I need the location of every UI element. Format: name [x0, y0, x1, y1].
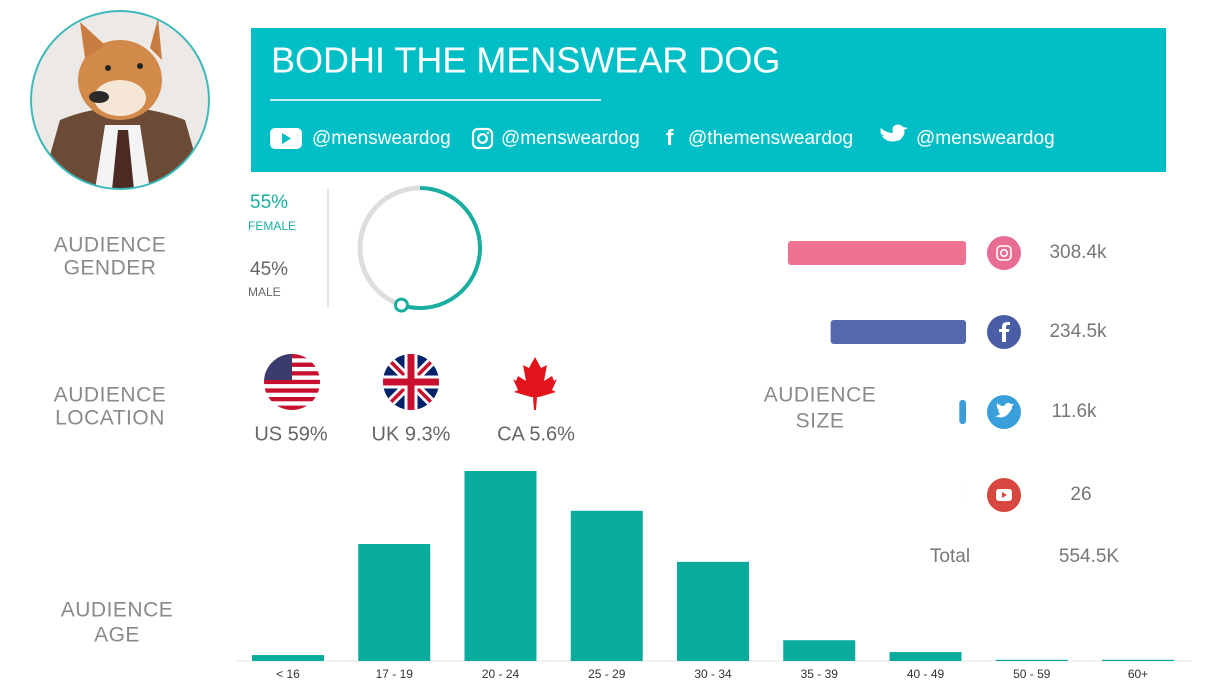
size-value: 234.5k	[1049, 321, 1107, 342]
age-bar	[889, 652, 962, 661]
section-label: AUDIENCE	[764, 384, 877, 407]
location-label: CA 5.6%	[497, 423, 575, 445]
instagram-icon	[471, 127, 494, 150]
size-bar	[830, 320, 966, 344]
section-label: AUDIENCE	[54, 384, 167, 407]
ca-maple-leaf	[513, 357, 557, 410]
section-label: AUDIENCE	[54, 234, 167, 257]
age-bar	[252, 655, 324, 661]
twitter-handle: @mensweardog	[916, 128, 1055, 149]
section-label: LOCATION	[55, 407, 165, 430]
platform-icon-bg	[987, 236, 1021, 270]
size-bar	[788, 241, 966, 265]
youtube-icon	[270, 128, 302, 149]
size-value: 11.6k	[1051, 401, 1097, 422]
donut-arc	[400, 186, 482, 310]
donut-arc	[357, 185, 421, 308]
facebook-icon: f	[666, 125, 674, 150]
total-label: Total	[930, 546, 970, 567]
x-tick-label: 40 - 49	[907, 667, 945, 681]
gender-label: FEMALE	[248, 219, 296, 233]
age-bar	[358, 544, 431, 661]
age-bar	[1102, 659, 1174, 661]
age-bar	[570, 510, 643, 661]
section-label: GENDER	[64, 257, 157, 280]
x-tick-label: 35 - 39	[801, 667, 839, 681]
platform-icon	[987, 315, 1021, 349]
gender-value: 45%	[250, 259, 288, 280]
age-bar	[783, 640, 856, 661]
age-bar	[677, 561, 749, 661]
gender-value: 55%	[250, 192, 288, 213]
instagram-handle: @mensweardog	[501, 128, 640, 149]
facebook-handle: @themensweardog	[688, 128, 853, 149]
icon-glyph	[996, 245, 1012, 261]
location-label: US 59%	[254, 423, 328, 445]
location-label: UK 9.3%	[372, 423, 451, 445]
size-value: 308.4k	[1049, 242, 1107, 263]
icon-glyph	[1002, 492, 1007, 498]
donut-end-dot	[393, 297, 409, 313]
x-tick-label: 17 - 19	[376, 667, 414, 681]
size-value: 26	[1070, 484, 1091, 505]
x-tick-label: < 16	[276, 667, 300, 681]
section-label: AGE	[94, 624, 140, 647]
twitter-icon	[880, 124, 908, 142]
size-bar	[959, 400, 966, 424]
photo-border	[30, 10, 210, 190]
age-bar	[464, 471, 537, 661]
x-tick-label: 20 - 24	[482, 667, 520, 681]
section-label: SIZE	[796, 410, 845, 433]
us-flag	[264, 354, 320, 410]
icon-glyph	[999, 248, 1009, 258]
x-tick-label: 50 - 59	[1013, 667, 1051, 681]
uk-flag	[383, 354, 439, 410]
x-tick-label: 25 - 29	[588, 667, 626, 681]
section-label: AUDIENCE	[61, 599, 174, 622]
header-title: BODHI THE MENSWEAR DOG	[271, 40, 780, 81]
age-bar	[995, 659, 1068, 661]
x-tick-label: 30 - 34	[694, 667, 732, 681]
gender-label: MALE	[248, 285, 281, 299]
platform-icon	[987, 395, 1021, 429]
youtube-handle: @mensweardog	[312, 128, 451, 149]
x-tick-label: 60+	[1128, 667, 1148, 681]
icon-glyph	[995, 402, 1014, 418]
platform-icon	[987, 478, 1021, 512]
platform-icon	[987, 236, 1021, 270]
total-value: 554.5K	[1059, 546, 1120, 567]
profile-photo	[31, 11, 209, 189]
icon-glyph	[999, 322, 1010, 342]
